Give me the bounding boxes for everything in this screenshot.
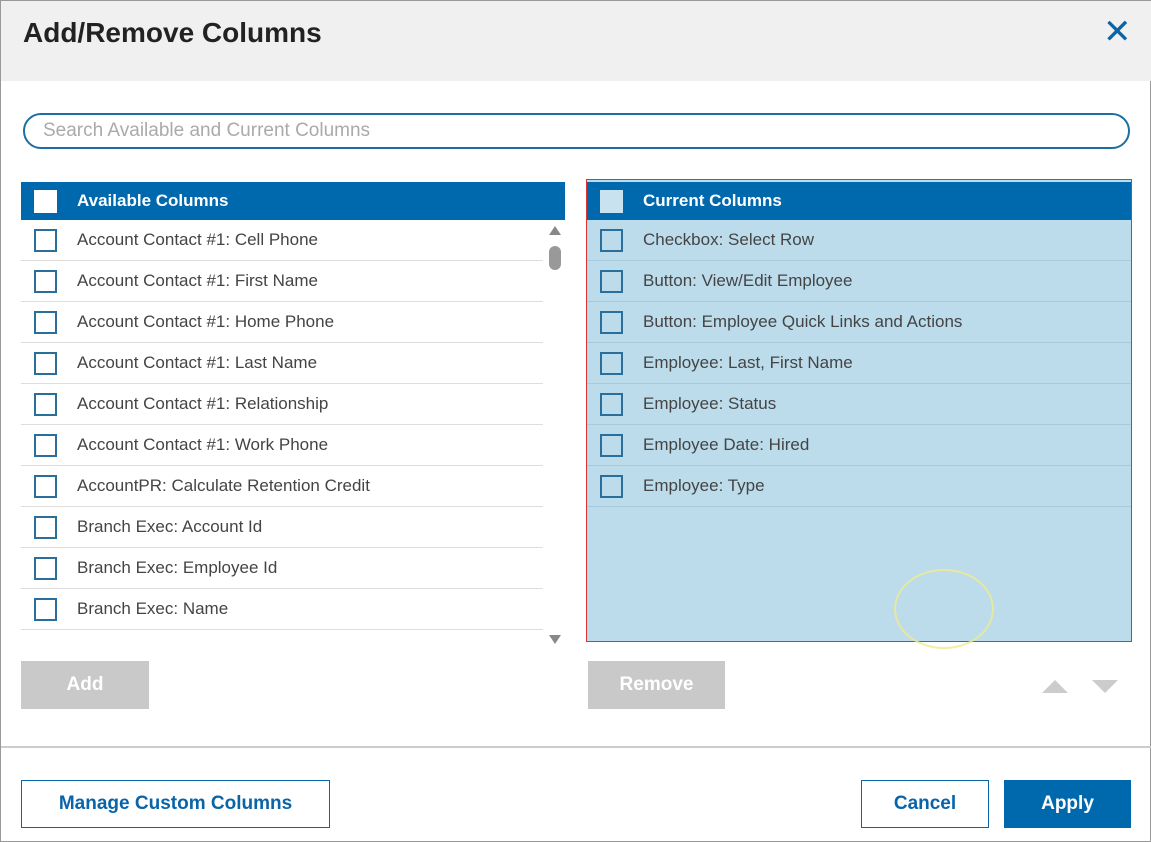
- row-checkbox[interactable]: [600, 228, 623, 252]
- divider: [1, 746, 1151, 748]
- column-label: Account Contact #1: Home Phone: [77, 312, 335, 331]
- column-label: Branch Exec: Employee Id: [77, 558, 278, 577]
- available-column-row[interactable]: Branch Exec: Name: [21, 589, 543, 630]
- close-icon[interactable]: ✕: [1103, 13, 1132, 51]
- column-label: Button: View/Edit Employee: [643, 271, 853, 290]
- dialog-header: Add/Remove Columns ✕: [1, 1, 1151, 81]
- current-columns-title: Current Columns: [643, 191, 782, 210]
- available-column-row[interactable]: Account Contact #1: Work Phone: [21, 425, 543, 466]
- current-column-row[interactable]: Employee: Last, First Name: [587, 343, 1131, 384]
- current-columns-list: Current Columns Checkbox: Select Row Butt…: [586, 179, 1132, 642]
- scroll-down-icon[interactable]: [549, 635, 561, 644]
- row-checkbox[interactable]: [34, 597, 57, 621]
- column-label: AccountPR: Calculate Retention Credit: [77, 476, 370, 495]
- column-label: Account Contact #1: Relationship: [77, 394, 329, 413]
- row-checkbox[interactable]: [34, 392, 57, 416]
- scrollbar-thumb[interactable]: [549, 246, 561, 270]
- column-label: Employee: Type: [643, 476, 765, 495]
- row-checkbox[interactable]: [34, 228, 57, 252]
- scrollbar[interactable]: [549, 226, 561, 644]
- column-label: Employee Date: Hired: [643, 435, 810, 454]
- column-label: Employee: Status: [643, 394, 777, 413]
- current-columns-header: Current Columns: [587, 182, 1131, 220]
- apply-button[interactable]: Apply: [1004, 780, 1131, 828]
- available-column-row[interactable]: Branch Exec: Account Id: [21, 507, 543, 548]
- column-label: Account Contact #1: Cell Phone: [77, 230, 318, 249]
- current-column-row[interactable]: Employee: Type: [587, 466, 1131, 507]
- available-column-row[interactable]: Account Contact #1: Cell Phone: [21, 220, 543, 261]
- column-label: Employee: Last, First Name: [643, 353, 853, 372]
- available-column-row[interactable]: Account Contact #1: Home Phone: [21, 302, 543, 343]
- row-checkbox[interactable]: [34, 433, 57, 457]
- remove-button[interactable]: Remove: [588, 661, 725, 709]
- search-input[interactable]: [23, 113, 1130, 149]
- column-label: Account Contact #1: First Name: [77, 271, 318, 290]
- current-column-row[interactable]: Employee: Status: [587, 384, 1131, 425]
- current-column-row[interactable]: Checkbox: Select Row: [587, 220, 1131, 261]
- row-checkbox[interactable]: [600, 474, 623, 498]
- select-all-current-checkbox[interactable]: [600, 189, 623, 213]
- manage-custom-columns-button[interactable]: Manage Custom Columns: [21, 780, 330, 828]
- row-checkbox[interactable]: [600, 269, 623, 293]
- available-columns-header: Available Columns: [21, 182, 565, 220]
- scroll-up-icon[interactable]: [549, 226, 561, 235]
- column-label: Account Contact #1: Last Name: [77, 353, 318, 372]
- row-checkbox[interactable]: [600, 392, 623, 416]
- column-label: Account Contact #1: Work Phone: [77, 435, 329, 454]
- row-checkbox[interactable]: [34, 351, 57, 375]
- dialog-title: Add/Remove Columns: [23, 17, 322, 48]
- current-column-row[interactable]: Button: Employee Quick Links and Actions: [587, 302, 1131, 343]
- select-all-available-checkbox[interactable]: [34, 189, 57, 213]
- row-checkbox[interactable]: [600, 433, 623, 457]
- available-columns-title: Available Columns: [77, 191, 229, 210]
- available-column-row[interactable]: Account Contact #1: First Name: [21, 261, 543, 302]
- move-up-icon[interactable]: [1042, 680, 1068, 693]
- cursor-highlight: [894, 569, 994, 649]
- available-column-row[interactable]: Branch Exec: Employee Id: [21, 548, 543, 589]
- available-column-row[interactable]: Account Contact #1: Relationship: [21, 384, 543, 425]
- row-checkbox[interactable]: [34, 310, 57, 334]
- cancel-button[interactable]: Cancel: [861, 780, 989, 828]
- column-label: Branch Exec: Name: [77, 599, 229, 618]
- current-column-row[interactable]: Employee Date: Hired: [587, 425, 1131, 466]
- row-checkbox[interactable]: [34, 269, 57, 293]
- row-checkbox[interactable]: [34, 474, 57, 498]
- column-label: Button: Employee Quick Links and Actions: [643, 312, 963, 331]
- row-checkbox[interactable]: [600, 310, 623, 334]
- current-column-row[interactable]: Button: View/Edit Employee: [587, 261, 1131, 302]
- available-column-row[interactable]: Account Contact #1: Last Name: [21, 343, 543, 384]
- move-down-icon[interactable]: [1092, 680, 1118, 693]
- row-checkbox[interactable]: [34, 556, 57, 580]
- available-column-row[interactable]: AccountPR: Calculate Retention Credit: [21, 466, 543, 507]
- column-label: Checkbox: Select Row: [643, 230, 815, 249]
- column-label: Branch Exec: Account Id: [77, 517, 263, 536]
- available-columns-list: Available Columns Account Contact #1: Ce…: [21, 182, 565, 646]
- row-checkbox[interactable]: [600, 351, 623, 375]
- row-checkbox[interactable]: [34, 515, 57, 539]
- add-button[interactable]: Add: [21, 661, 149, 709]
